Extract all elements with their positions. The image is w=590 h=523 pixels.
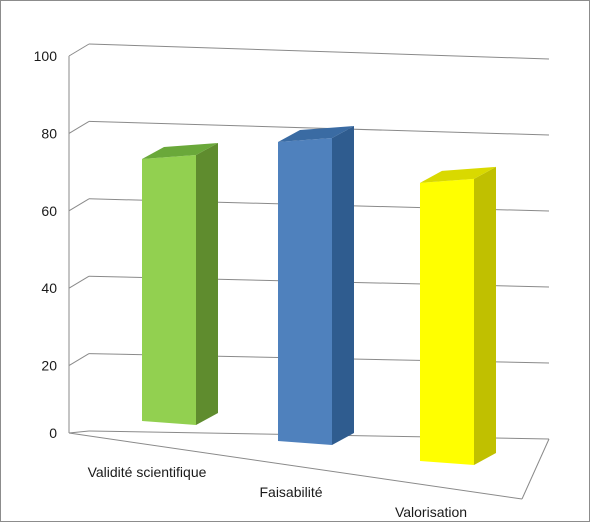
gridline-wall bbox=[68, 430, 90, 434]
gridline bbox=[88, 43, 550, 60]
floor-front-edge bbox=[68, 432, 523, 500]
x-category-label: Valorisation bbox=[395, 504, 467, 520]
bar-2 bbox=[278, 126, 354, 445]
bar-side-face bbox=[332, 126, 354, 445]
x-category-label: Faisabilité bbox=[259, 484, 322, 500]
gridline bbox=[88, 120, 550, 136]
bar-1 bbox=[142, 142, 218, 425]
y-tick-label: 100 bbox=[34, 48, 58, 64]
gridline-wall bbox=[68, 353, 90, 367]
gridline-wall bbox=[68, 198, 90, 212]
y-tick-label: 80 bbox=[41, 125, 57, 141]
y-tick-label: 20 bbox=[41, 358, 57, 374]
x-category-label: Validité scientifique bbox=[88, 464, 207, 480]
bar-side-face bbox=[196, 142, 218, 425]
bar-side-face bbox=[474, 166, 496, 465]
bar-front-face bbox=[420, 178, 474, 465]
y-tick-label: 0 bbox=[49, 425, 57, 441]
gridline-wall bbox=[68, 120, 90, 134]
gridline-wall bbox=[68, 275, 90, 289]
floor-right-edge bbox=[521, 438, 550, 500]
gridline-wall bbox=[68, 43, 90, 57]
bar-top-face bbox=[420, 166, 496, 183]
bar-front-face bbox=[142, 154, 196, 425]
bar-front-face bbox=[278, 138, 332, 445]
bar-top-face bbox=[142, 142, 218, 159]
bar-3 bbox=[420, 166, 496, 465]
bar-top-face bbox=[278, 126, 354, 143]
y-tick-label: 40 bbox=[41, 280, 57, 296]
y-tick-label: 60 bbox=[41, 203, 57, 219]
